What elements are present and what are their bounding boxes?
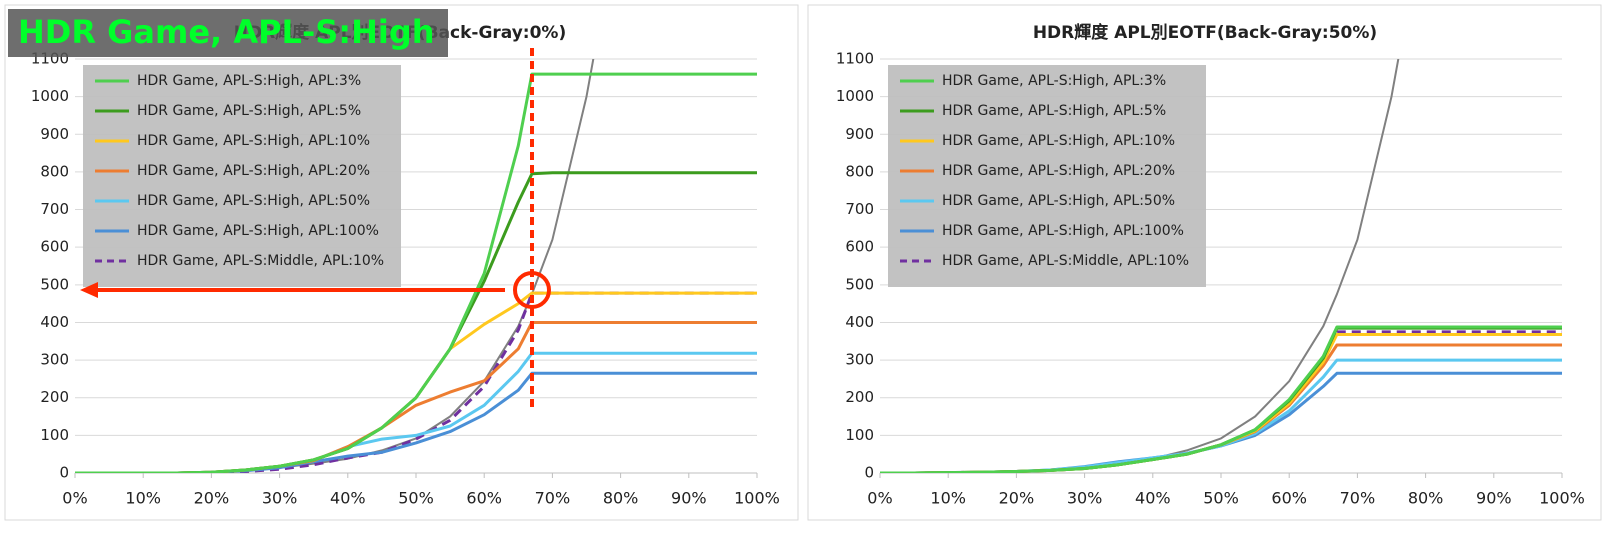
- x-tick-label: 20%: [999, 489, 1035, 508]
- y-tick-label: 200: [845, 388, 874, 406]
- x-tick-label: 60%: [1271, 489, 1307, 508]
- x-tick-label: 90%: [671, 489, 707, 508]
- y-tick-label: 900: [845, 125, 874, 143]
- legend-text: HDR Game, APL-S:High, APL:50%: [942, 193, 1175, 209]
- x-tick-label: 40%: [330, 489, 366, 508]
- x-tick-label: 0%: [867, 489, 892, 508]
- legend-text: HDR Game, APL-S:Middle, APL:10%: [942, 253, 1189, 269]
- annotation-box: [8, 9, 448, 57]
- y-tick-label: 900: [40, 125, 69, 143]
- chart-right: 0 100 200 300 400 500 600 700 800 900 1000 1100 0% 10…: [836, 50, 1585, 508]
- y-tick-label: 600: [40, 238, 69, 256]
- y-tick-label: 1100: [836, 50, 874, 68]
- x-tick-label: 70%: [1340, 489, 1376, 508]
- x-tick-label: 30%: [1067, 489, 1103, 508]
- legend-text: HDR Game, APL-S:High, APL:5%: [137, 103, 361, 119]
- y-tick-label: 0: [59, 464, 69, 482]
- y-tick-label: 200: [40, 388, 69, 406]
- highlight: [80, 48, 551, 410]
- legend-text: HDR Game, APL-S:High, APL:10%: [137, 133, 370, 149]
- legend-text: HDR Game, APL-S:High, APL:20%: [137, 163, 370, 179]
- x-tick-label: 80%: [1408, 489, 1444, 508]
- legend-text: HDR Game, APL-S:High, APL:50%: [137, 193, 370, 209]
- x-tick-label: 80%: [603, 489, 639, 508]
- y-tick-label: 300: [845, 351, 874, 369]
- legend-text: HDR Game, APL-S:High, APL:5%: [942, 103, 1166, 119]
- arrow-head: [80, 282, 98, 298]
- y-tick-label: 600: [845, 238, 874, 256]
- legend-text: HDR Game, APL-S:High, APL:100%: [137, 223, 379, 239]
- x-tick-label: 50%: [398, 489, 434, 508]
- y-tick-label: 700: [845, 200, 874, 218]
- series-lines: [880, 59, 1562, 473]
- y-tick-label: 400: [40, 313, 69, 331]
- legend-box: [888, 65, 1206, 287]
- chart-title: HDR輝度 APL別EOTF(Back-Gray:50%): [1033, 22, 1377, 43]
- x-tick-label: 0%: [62, 489, 87, 508]
- y-tick-label: 1000: [31, 87, 69, 105]
- y-tick-label: 0: [864, 464, 874, 482]
- x-tick-label: 70%: [535, 489, 571, 508]
- x-tick-label: 40%: [1135, 489, 1171, 508]
- x-tick-label: 20%: [194, 489, 230, 508]
- legend-text: HDR Game, APL-S:High, APL:10%: [942, 133, 1175, 149]
- y-tick-label: 300: [40, 351, 69, 369]
- highlight-circle: [513, 271, 551, 309]
- legend-text: HDR Game, APL-S:High, APL:3%: [137, 73, 361, 89]
- x-tick-label: 100%: [1539, 489, 1585, 508]
- x-tick-label: 30%: [262, 489, 298, 508]
- series-line: [880, 325, 1562, 473]
- x-tick-label: 90%: [1476, 489, 1512, 508]
- x-tick-label: 100%: [734, 489, 780, 508]
- y-tick-label: 400: [845, 313, 874, 331]
- y-tick-label: 700: [40, 200, 69, 218]
- y-tick-label: 800: [845, 162, 874, 180]
- annotation: HDR Game, APL-S:High: [18, 13, 435, 51]
- legend-text: HDR Game, APL-S:High, APL:20%: [942, 163, 1175, 179]
- y-tick-label: 1000: [836, 87, 874, 105]
- series-lines: [75, 59, 757, 473]
- y-tick-label: 500: [845, 275, 874, 293]
- series-line: [75, 72, 757, 473]
- y-tick-label: 100: [40, 426, 69, 444]
- x-tick-label: 10%: [125, 489, 161, 508]
- x-tick-label: 10%: [930, 489, 966, 508]
- legend-text: HDR Game, APL-S:High, APL:100%: [942, 223, 1184, 239]
- legend-text: HDR Game, APL-S:High, APL:3%: [942, 73, 1166, 89]
- y-tick-label: 500: [40, 275, 69, 293]
- x-tick-label: 60%: [466, 489, 502, 508]
- legend-box: [83, 65, 401, 287]
- legend-text: HDR Game, APL-S:Middle, APL:10%: [137, 253, 384, 269]
- y-tick-label: 100: [845, 426, 874, 444]
- y-tick-label: 800: [40, 162, 69, 180]
- x-tick-label: 50%: [1203, 489, 1239, 508]
